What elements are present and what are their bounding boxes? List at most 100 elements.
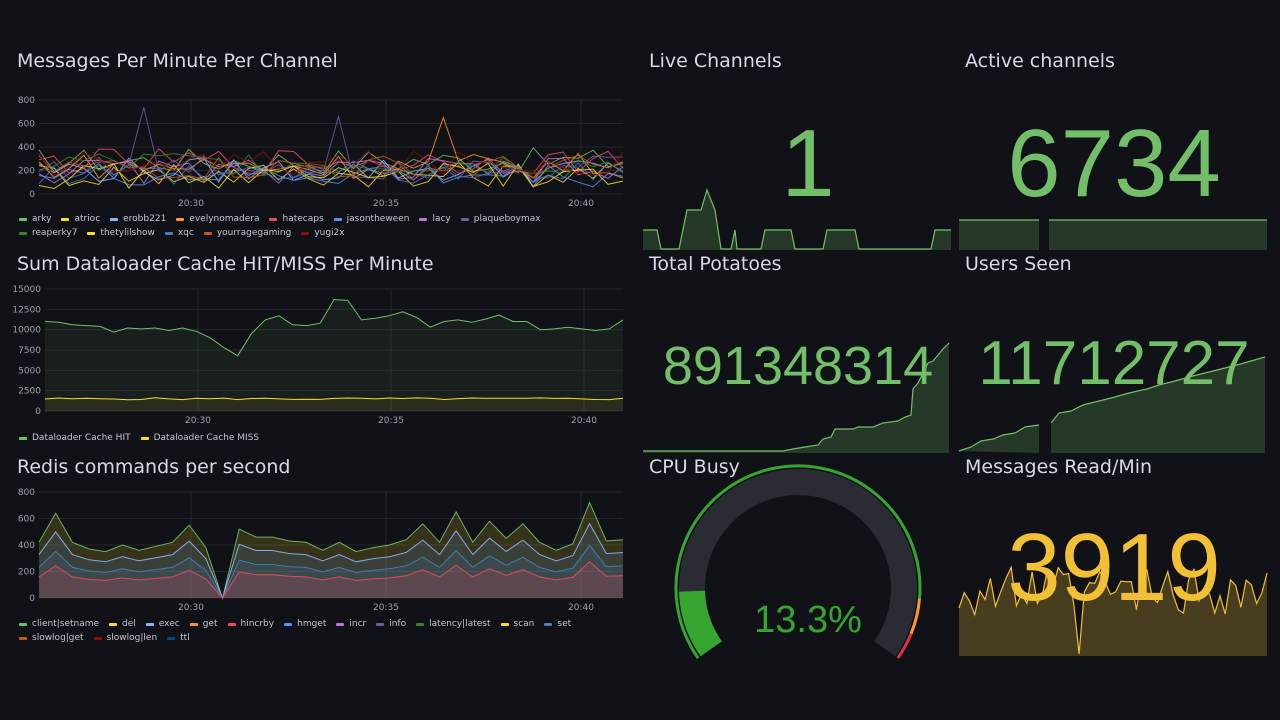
legend-swatch — [19, 217, 27, 221]
legend-item[interactable]: exec — [145, 619, 180, 629]
x-axis-tick-label: 20:40 — [571, 416, 597, 426]
chart-legend: Dataloader Cache HIT Dataloader Cache MIS… — [19, 433, 619, 443]
cpu-busy-panel: CPU Busy 13.3% — [643, 456, 953, 659]
messages-read-value: 3919 — [1007, 514, 1221, 621]
series-line — [38, 107, 624, 180]
legend-swatch — [333, 217, 342, 221]
legend-item[interactable]: hincrby — [227, 619, 274, 629]
legend-label: scan — [513, 619, 535, 629]
chart-legend: arky atrioc erobb221 evelynomadera hatecaps j… — [19, 214, 619, 238]
panel-title[interactable]: Redis commands per second — [17, 456, 291, 478]
y-axis-tick-label: 600 — [18, 515, 35, 525]
legend-item[interactable]: atrioc — [61, 214, 100, 224]
legend-item[interactable]: erobb221 — [110, 214, 166, 224]
legend-item[interactable]: scan — [500, 619, 535, 629]
panel-title[interactable]: Messages Per Minute Per Channel — [17, 50, 338, 72]
legend-swatch — [164, 231, 173, 235]
dataloader-cache-panel: Sum Dataloader Cache HIT/MISS Per Minute… — [11, 253, 631, 453]
legend-item[interactable]: hmget — [284, 619, 326, 629]
legend-item[interactable]: set — [544, 619, 571, 629]
panel-title[interactable]: Sum Dataloader Cache HIT/MISS Per Minute — [17, 253, 434, 275]
legend-label: erobb221 — [123, 214, 167, 224]
live-channels-panel: Live Channels 1 — [643, 50, 953, 250]
panel-title[interactable]: CPU Busy — [649, 456, 740, 478]
y-axis-tick-label: 800 — [18, 488, 35, 498]
legend-item[interactable]: arky — [19, 214, 51, 224]
legend-label: latency|latest — [429, 619, 491, 629]
legend-swatch — [376, 622, 385, 626]
sparkline-line — [958, 565, 1268, 655]
messages-read-panel: Messages Read/Min 3919 — [958, 456, 1269, 656]
legend-item[interactable]: slowlog|len — [93, 633, 157, 643]
y-axis-tick-label: 400 — [18, 541, 35, 551]
legend-item[interactable]: del — [109, 619, 136, 629]
panel-title[interactable]: Messages Read/Min — [965, 456, 1153, 478]
legend-swatch — [500, 622, 509, 626]
y-axis-tick-label: 400 — [18, 143, 35, 153]
legend-item[interactable]: get — [189, 619, 218, 629]
sparkline-line — [643, 188, 951, 250]
panel-title[interactable]: Total Potatoes — [649, 253, 782, 275]
legend-item[interactable]: latency|latest — [416, 619, 491, 629]
legend-swatch — [109, 622, 118, 626]
x-axis-tick-label: 20:35 — [373, 199, 399, 209]
legend-label: xqc — [177, 228, 194, 238]
stacked-line — [38, 561, 624, 599]
legend-item[interactable]: lacy — [419, 214, 451, 224]
y-axis-tick-label: 200 — [18, 568, 35, 578]
legend-item[interactable]: Dataloader Cache HIT — [19, 433, 131, 443]
legend-item[interactable]: client|setname — [19, 619, 99, 629]
legend-item[interactable]: yugi2x — [301, 228, 345, 238]
legend-swatch — [93, 636, 102, 640]
legend-item[interactable]: thetylilshow — [87, 228, 155, 238]
legend-item[interactable]: evelynomadera — [176, 214, 259, 224]
panel-title[interactable]: Live Channels — [649, 50, 782, 72]
y-axis-tick-label: 2500 — [18, 387, 41, 397]
x-axis-tick-label: 20:35 — [378, 416, 404, 426]
legend-item[interactable]: info — [376, 619, 406, 629]
legend-swatch — [419, 217, 428, 221]
legend-item[interactable]: plaqueboymax — [460, 214, 541, 224]
legend-label: exec — [158, 619, 180, 629]
legend-label: thetylilshow — [100, 228, 155, 238]
legend-swatch — [301, 231, 310, 235]
stacked-line — [38, 544, 624, 600]
panel-title[interactable]: Active channels — [965, 50, 1115, 72]
legend-swatch — [61, 217, 70, 221]
total-potatoes-panel: Total Potatoes 891348314 — [643, 253, 953, 453]
redis-commands-chart[interactable]: 800 600 400 200 0 20:30 20:35 20:40 — [11, 456, 631, 616]
legend-item[interactable]: jasontheween — [333, 214, 409, 224]
messages-per-minute-chart[interactable]: 800 600 400 200 0 20:30 20:35 20:40 — [11, 50, 631, 210]
panel-title[interactable]: Users Seen — [965, 253, 1072, 275]
legend-swatch — [269, 217, 278, 221]
redis-commands-panel: Redis commands per second 800 600 400 200 0 2… — [11, 456, 631, 656]
legend-item[interactable]: incr — [336, 619, 366, 629]
x-axis-tick-label: 20:40 — [568, 603, 594, 613]
messages-per-minute-panel: Messages Per Minute Per Channel 800 600 40… — [11, 50, 631, 250]
stacked-line — [38, 522, 624, 600]
gauge-threshold-orange — [909, 598, 921, 635]
legend-item[interactable]: ttl — [167, 633, 190, 643]
gauge-threshold-red — [896, 633, 913, 659]
gauge-value — [679, 590, 723, 657]
legend-item[interactable]: slowlog|get — [19, 633, 84, 643]
y-axis-tick-label: 600 — [18, 120, 35, 130]
active-channels-value: 6734 — [1007, 110, 1221, 217]
legend-item[interactable]: hatecaps — [269, 214, 324, 224]
y-axis-tick-label: 7500 — [18, 346, 41, 356]
y-axis-tick-label: 10000 — [12, 326, 41, 336]
legend-label: ttl — [180, 633, 190, 643]
legend-item[interactable]: reaperky7 — [19, 228, 77, 238]
chart-legend: client|setname del exec get hincrby hmget incr… — [19, 619, 619, 643]
legend-swatch — [416, 622, 425, 626]
sparkline-area — [959, 220, 1267, 250]
active-channels-sparkline — [959, 219, 1267, 250]
x-axis-tick-label: 20:30 — [178, 199, 204, 209]
y-axis-tick-label: 5000 — [18, 366, 41, 376]
legend-item[interactable]: xqc — [164, 228, 194, 238]
x-axis-tick-label: 20:35 — [373, 603, 399, 613]
users-seen-panel: Users Seen 11712727 — [958, 253, 1269, 453]
legend-item[interactable]: Dataloader Cache MISS — [140, 433, 259, 443]
legend-item[interactable]: yourragegaming — [203, 228, 291, 238]
dataloader-cache-chart[interactable]: 15000 12500 10000 7500 5000 2500 0 20:30 20:35 20… — [11, 253, 631, 433]
